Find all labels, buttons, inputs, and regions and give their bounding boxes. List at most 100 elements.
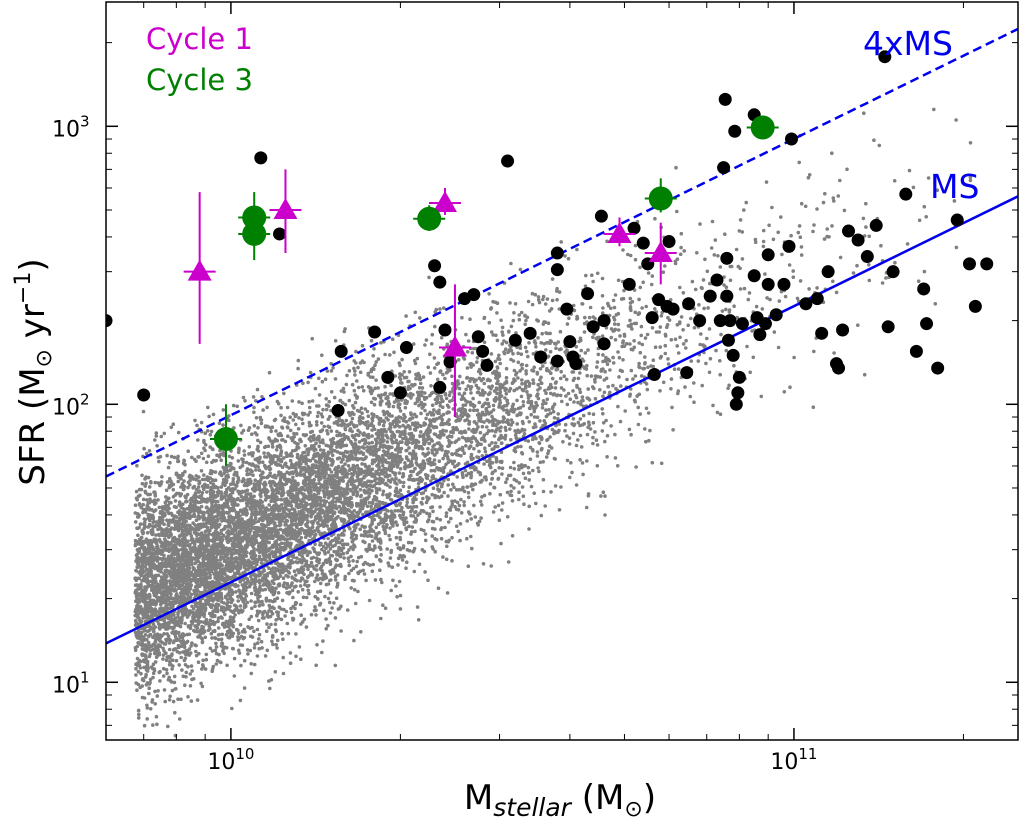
line-ms	[106, 195, 1018, 645]
data-point	[718, 92, 732, 106]
data-point	[842, 224, 856, 238]
data-point	[467, 288, 481, 302]
y-axis-title: SFR (M⊙ yr−1)	[11, 258, 57, 485]
data-point	[717, 161, 731, 175]
data-point	[597, 337, 611, 351]
data-point	[471, 330, 485, 344]
data-point	[682, 297, 696, 311]
data-point	[242, 221, 267, 246]
data-point	[968, 299, 982, 313]
data-point	[648, 241, 673, 263]
data-point	[550, 263, 564, 277]
data-point	[381, 370, 395, 384]
data-point	[721, 333, 735, 347]
data-point	[254, 151, 268, 165]
data-point	[931, 361, 945, 375]
data-point	[860, 250, 874, 264]
data-point	[137, 388, 151, 402]
data-point	[428, 259, 442, 273]
data-point	[597, 314, 611, 328]
data-point	[273, 197, 298, 219]
data-point	[417, 206, 442, 231]
data-point	[560, 302, 574, 316]
data-point	[810, 292, 824, 306]
x-tick-label: 1011	[770, 745, 817, 775]
data-point	[563, 335, 577, 349]
data-point	[187, 259, 212, 281]
data-point	[433, 275, 447, 289]
legend-cycle-3: Cycle 3	[146, 63, 253, 97]
data-point	[761, 248, 775, 262]
data-point	[331, 403, 345, 417]
data-point	[962, 257, 976, 271]
data-point	[799, 297, 813, 311]
data-point	[581, 287, 595, 301]
data-point	[836, 323, 850, 337]
label-ms: MS	[930, 167, 979, 206]
data-point	[720, 289, 734, 303]
data-point	[980, 257, 994, 271]
axis-ticks: 1010 1011 101 102 103	[52, 2, 1018, 775]
data-point	[666, 302, 680, 316]
data-point	[732, 370, 746, 384]
data-series	[106, 50, 994, 466]
label-4xms: 4xMS	[863, 24, 953, 63]
data-point	[438, 323, 452, 337]
data-point	[693, 314, 707, 328]
data-point	[508, 333, 522, 347]
y-tick-label: 102	[52, 390, 90, 420]
series-cycle-3	[209, 115, 779, 466]
data-point	[723, 314, 737, 328]
x-tick-label: 1010	[207, 745, 254, 775]
data-point	[476, 344, 490, 358]
data-point	[761, 277, 775, 291]
data-point	[909, 344, 923, 358]
data-point	[869, 218, 883, 232]
data-point	[769, 308, 783, 322]
data-point	[832, 361, 846, 375]
data-point	[680, 366, 694, 380]
data-point	[607, 221, 632, 243]
data-point	[747, 269, 761, 283]
data-point	[881, 320, 895, 334]
data-point	[627, 221, 641, 235]
x-axis-title: Mstellar (M⊙)	[464, 778, 656, 818]
data-point	[534, 350, 548, 364]
data-point	[750, 115, 775, 140]
data-point	[731, 386, 745, 400]
data-point	[753, 328, 767, 342]
data-point	[368, 325, 382, 339]
legend-cycle-1: Cycle 1	[146, 22, 253, 56]
series-sample	[106, 50, 994, 417]
data-point	[899, 187, 913, 201]
data-point	[782, 239, 796, 253]
data-point	[647, 367, 661, 381]
data-point	[878, 50, 892, 64]
y-tick-label: 101	[52, 668, 90, 698]
data-point	[645, 311, 659, 325]
data-point	[399, 341, 413, 355]
data-point	[758, 317, 772, 331]
data-point	[710, 273, 724, 287]
data-point	[523, 326, 537, 340]
data-point	[648, 186, 673, 211]
data-point	[720, 251, 734, 265]
data-point	[569, 357, 583, 371]
data-point	[443, 355, 457, 369]
data-point	[886, 265, 900, 279]
background-galaxies	[133, 107, 973, 738]
data-point	[442, 335, 467, 357]
data-point	[393, 386, 407, 400]
data-point	[821, 265, 835, 279]
data-point	[950, 213, 964, 227]
data-point	[703, 289, 717, 303]
data-point	[662, 235, 676, 249]
data-point	[432, 190, 457, 212]
data-point	[480, 358, 494, 372]
data-point	[815, 326, 829, 340]
y-tick-label: 103	[52, 112, 90, 142]
data-point	[713, 314, 727, 328]
data-point	[550, 246, 564, 260]
data-point	[550, 354, 564, 368]
